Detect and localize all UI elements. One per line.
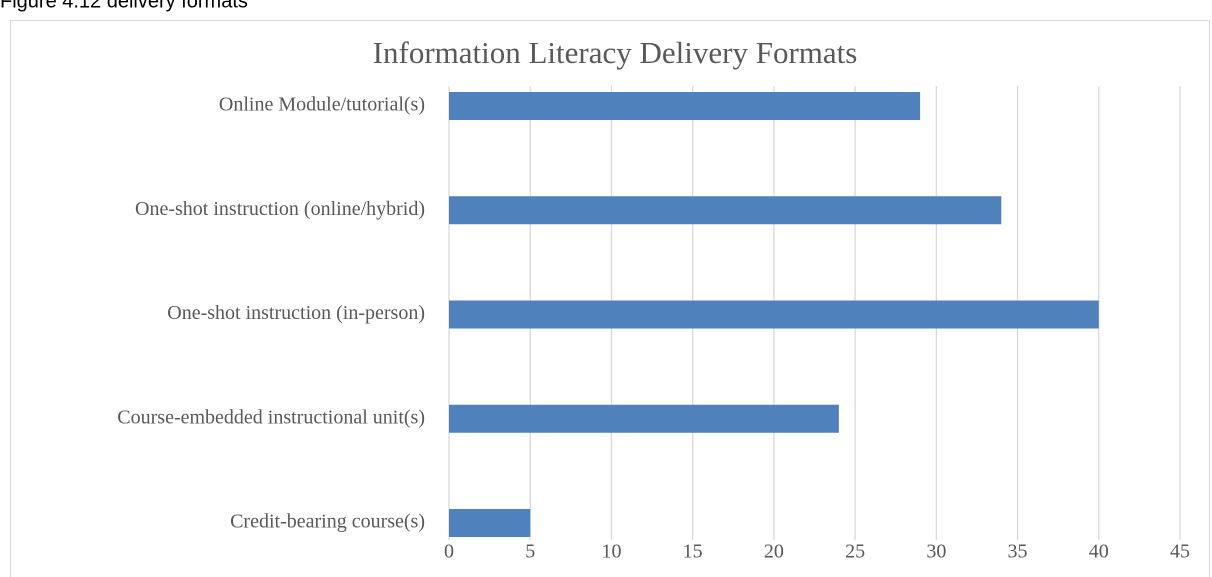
bar bbox=[449, 196, 1002, 225]
x-tick-label: 45 bbox=[1170, 541, 1190, 563]
x-tick-label: 25 bbox=[845, 541, 865, 563]
y-tick-label: Online Module/tutorial(s) bbox=[219, 94, 425, 116]
y-tick-label: One-shot instruction (online/hybrid) bbox=[135, 198, 425, 220]
x-tick-label: 15 bbox=[683, 541, 703, 563]
y-tick-label: Course-embedded instructional unit(s) bbox=[117, 406, 425, 428]
x-tick-label: 35 bbox=[1008, 541, 1028, 563]
x-tick-label: 40 bbox=[1089, 541, 1109, 563]
chart-title: Information Literacy Delivery Formats bbox=[373, 35, 858, 70]
y-tick-label: One-shot instruction (in-person) bbox=[167, 302, 425, 324]
bar bbox=[449, 92, 921, 120]
bar bbox=[449, 509, 531, 537]
figure-caption: Figure 4.12 delivery formats bbox=[0, 0, 248, 12]
x-tick-label: 20 bbox=[764, 541, 784, 563]
y-tick-label: Credit-bearing course(s) bbox=[230, 511, 425, 533]
x-tick-label: 0 bbox=[444, 541, 454, 563]
bar bbox=[449, 404, 839, 433]
x-tick-label: 5 bbox=[525, 541, 535, 563]
x-tick-label: 30 bbox=[926, 541, 946, 563]
bar bbox=[449, 300, 1099, 329]
chart-border bbox=[10, 20, 1210, 577]
x-tick-label: 10 bbox=[601, 541, 621, 563]
